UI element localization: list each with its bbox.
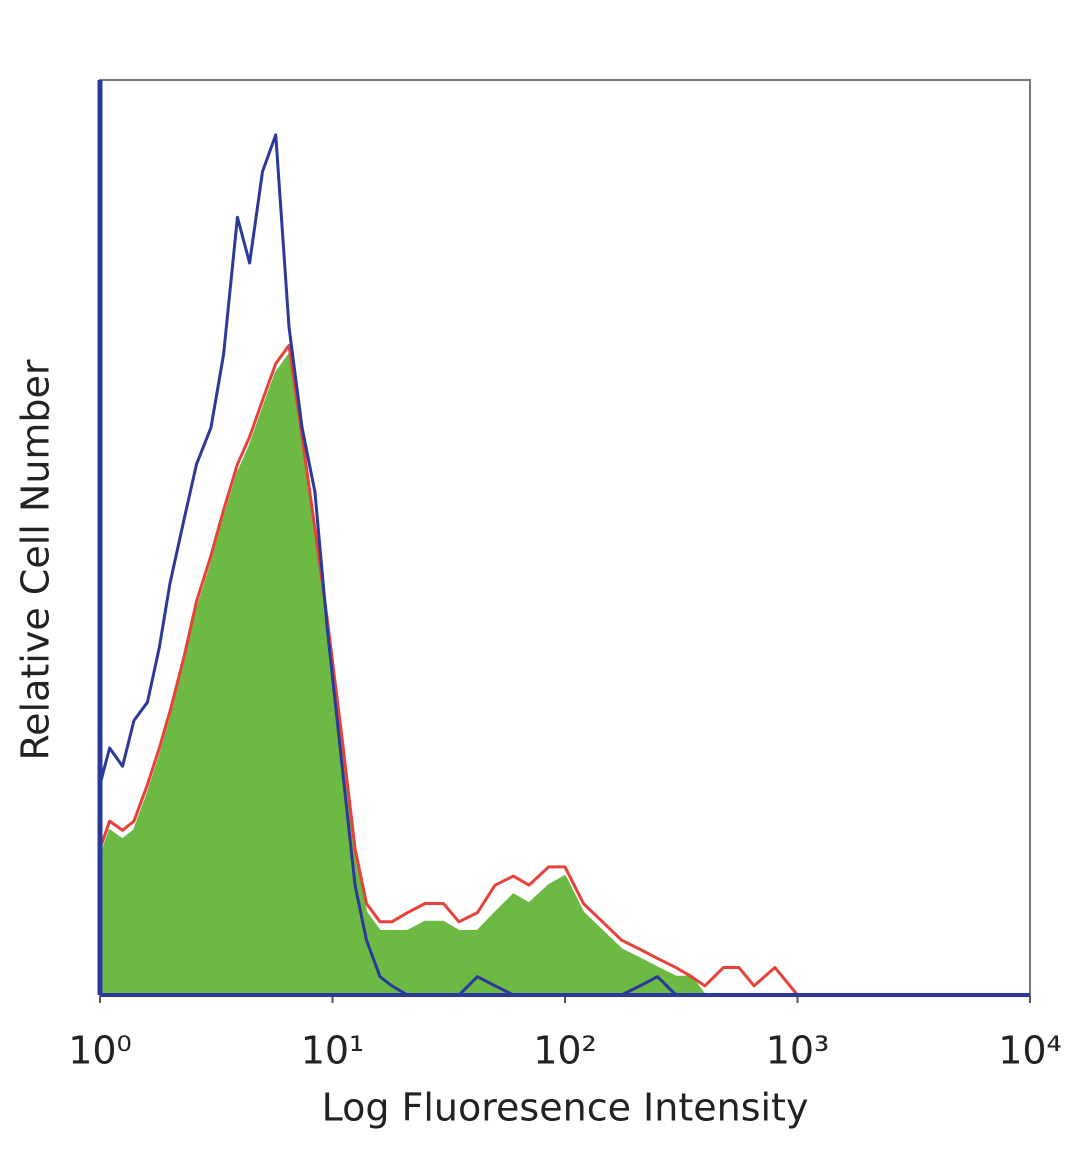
x-tick-label: 10⁴ [998,1029,1062,1073]
x-tick-label: 10⁰ [68,1029,132,1073]
x-tick-label: 10³ [766,1029,830,1073]
x-axis-label: Log Fluoresence Intensity [322,1086,809,1130]
y-axis-label: Relative Cell Number [14,359,58,760]
x-tick-label: 10¹ [301,1029,365,1073]
area [99,353,1031,996]
x-tick-label: 10² [533,1029,597,1073]
line [98,343,1030,997]
